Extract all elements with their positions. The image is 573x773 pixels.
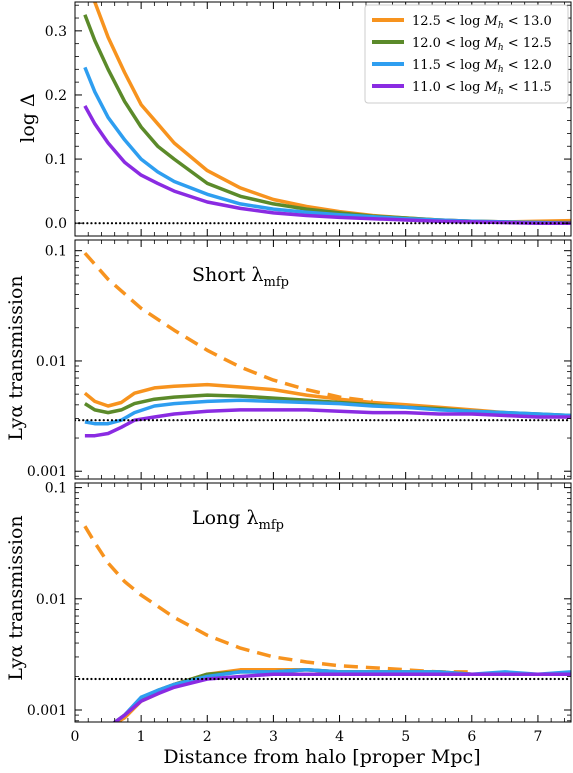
x-tick-label: 7 (533, 729, 542, 745)
bottom-axes-frame (74, 482, 572, 723)
bottom-series-0-line (83, 525, 472, 674)
top-y-tick-label: 0.2 (45, 88, 67, 104)
panel-top: 0.0 0.1 0.2 0.3 (45, 1, 572, 237)
y-axis-label-middle: Lyα transmission (5, 275, 27, 440)
legend: 12.5 < log Mh < 13.0 12.0 < log Mh < 12.… (364, 4, 569, 104)
x-tick-label: 1 (137, 729, 146, 745)
x-tick-label: 0 (71, 729, 80, 745)
x-tick-label: 6 (467, 729, 476, 745)
annotation-long-mfp: Long λmfp (192, 507, 284, 533)
svg-text:12.5 < log Mh < 13.0: 12.5 < log Mh < 13.0 (412, 14, 552, 31)
top-series-3-line (83, 105, 571, 225)
top-y-tick-label: 0.3 (45, 24, 67, 40)
top-axes-frame (74, 1, 572, 237)
top-y-tick-label: 0.0 (45, 216, 67, 232)
bottom-series-4-line (112, 672, 571, 722)
legend-item-mass-11_0-11_5: 11.0 < log Mh < 11.5 (372, 80, 552, 97)
bottom-y-tick-label: 0.01 (36, 592, 67, 608)
middle-y-tick-label: 0.001 (27, 464, 67, 480)
legend-item-mass-12_0-12_5: 12.0 < log Mh < 12.5 (372, 36, 552, 53)
middle-series-4-line (84, 408, 571, 438)
x-tick-label: 4 (335, 729, 344, 745)
svg-text:12.0 < log Mh < 12.5: 12.0 < log Mh < 12.5 (412, 36, 552, 53)
middle-axes-frame (74, 239, 572, 480)
y-axis-label-bottom: Lyα transmission (5, 515, 27, 680)
annotation-short-mfp: Short λmfp (192, 264, 289, 290)
middle-ticks: 0.001 0.01 0.1 (27, 240, 571, 480)
x-tick-label: 3 (269, 729, 278, 745)
middle-series-0-line (83, 251, 373, 404)
bottom-y-tick-label: 0.001 (27, 703, 67, 719)
middle-y-tick-label: 0.01 (36, 354, 67, 370)
legend-item-mass-12_5-13_0: 12.5 < log Mh < 13.0 (372, 14, 552, 31)
svg-text:11.5 < log Mh < 12.0: 11.5 < log Mh < 12.0 (412, 58, 552, 75)
x-tick-label: 2 (203, 729, 212, 745)
top-y-tick-label: 0.1 (45, 152, 67, 168)
y-axis-label-top: log Δ (17, 93, 39, 142)
bottom-y-tick-label: 0.1 (45, 481, 67, 497)
middle-y-tick-label: 0.1 (45, 244, 67, 260)
panel-middle: 0.001 0.01 0.1 (27, 239, 572, 480)
svg-text:11.0 < log Mh < 11.5: 11.0 < log Mh < 11.5 (412, 80, 552, 97)
bottom-ticks: 0.001 0.01 0.1 0 1 2 3 4 5 6 7 (27, 481, 571, 745)
x-tick-label: 5 (401, 729, 410, 745)
x-axis-label: Distance from halo [proper Mpc] (163, 746, 480, 768)
legend-item-mass-11_5-12_0: 11.5 < log Mh < 12.0 (372, 58, 552, 75)
panel-bottom: 0.001 0.01 0.1 0 1 2 3 4 5 6 7 (27, 481, 572, 745)
